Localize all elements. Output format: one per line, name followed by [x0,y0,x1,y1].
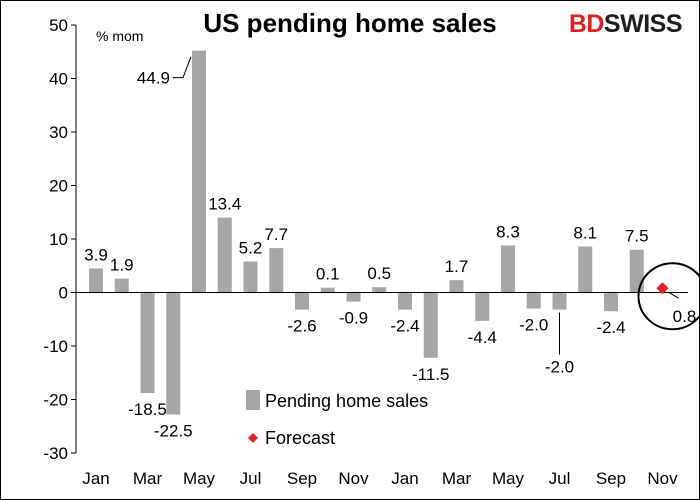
bar [140,292,155,394]
data-label: 0.1 [316,265,340,284]
y-axis-ticks: -30 -20 -10 0 10 20 30 40 50 [43,16,76,463]
data-label: 8.1 [573,223,597,242]
data-label: -11.5 [412,365,450,384]
bar [192,50,206,293]
x-tick-label: Sep [596,469,626,488]
y-tick-label: 40 [49,70,68,89]
bar [372,287,387,293]
x-tick-label: Jan [82,469,109,488]
y-tick-label: 10 [49,230,68,249]
bars-series [89,50,644,415]
data-label: 1.9 [110,256,134,275]
leader-line [668,291,679,299]
x-tick-label: Sep [287,469,317,488]
x-tick-label: May [183,469,216,488]
data-label: 1.7 [445,257,469,276]
data-label: 0.8 [673,307,697,326]
data-label: 5.2 [239,238,263,257]
chart-title: US pending home sales [203,8,497,38]
legend-label-forecast: Forecast [265,428,335,448]
data-label: -22.5 [154,421,193,440]
bar [475,292,490,321]
data-label: -2.0 [519,316,548,335]
x-tick-label: Nov [647,469,678,488]
y-tick-label: -10 [43,337,68,356]
data-label: 8.3 [496,222,520,241]
bar [449,280,464,293]
x-tick-label: Jul [549,469,571,488]
data-labels: 3.91.9 -18.5 -22.5 44.9 13.4 5.27.7 -2.6 0.1 -0.… [84,56,649,440]
x-tick-label: Mar [133,469,163,488]
x-axis-ticks: Jan Mar May Jul Sep Nov Jan Mar May Jul Sep Nov [82,469,678,488]
bdswiss-logo: BDSWISS [568,10,683,38]
data-label: 7.5 [625,227,649,246]
data-label: -2.6 [287,317,316,336]
legend-swatch-forecast [248,433,258,443]
bar [295,292,309,310]
bar [346,292,361,302]
y-tick-label: 0 [59,284,68,303]
data-label: -18.5 [128,400,167,419]
legend-label-pending: Pending home sales [265,391,428,411]
x-tick-label: Jul [240,469,262,488]
data-label: 13.4 [208,195,241,214]
bar [269,248,284,293]
bar [578,246,593,293]
y-tick-label: -20 [43,391,68,410]
bar [552,292,567,310]
bar [423,292,438,358]
bar [89,268,103,293]
data-label: 44.9 [137,69,170,88]
bar [114,278,129,293]
x-tick-label: May [492,469,525,488]
bar [501,245,515,293]
forecast-series: 0.8 [637,262,700,331]
forecast-highlight-circle [637,262,700,331]
y-tick-label: 50 [49,16,68,35]
data-label: -2.0 [545,358,574,377]
bar [398,292,412,310]
x-tick-label: Jan [391,469,418,488]
x-tick-label: Nov [338,469,369,488]
y-tick-label: -30 [43,444,68,463]
forecast-marker [656,282,669,295]
y-axis-unit-label: % mom [96,28,143,44]
bar [526,292,541,309]
legend-swatch-pending [246,390,260,410]
x-tick-label: Mar [442,469,472,488]
bar [217,217,232,293]
y-tick-label: 30 [49,123,68,142]
y-tick-label: 20 [49,177,68,196]
bar [320,287,335,293]
data-label: -2.4 [596,318,625,337]
bar [166,292,181,415]
legend: Pending home sales Forecast [246,390,428,448]
data-label: 0.5 [367,264,391,283]
bar [604,292,618,312]
data-label: -2.4 [390,317,419,336]
bar [243,261,258,293]
leader-line [173,56,192,79]
data-label: 7.7 [264,225,288,244]
data-label: 3.9 [84,245,108,264]
data-label: -4.4 [468,328,497,347]
data-label: -0.9 [339,309,368,328]
bar [629,249,644,293]
